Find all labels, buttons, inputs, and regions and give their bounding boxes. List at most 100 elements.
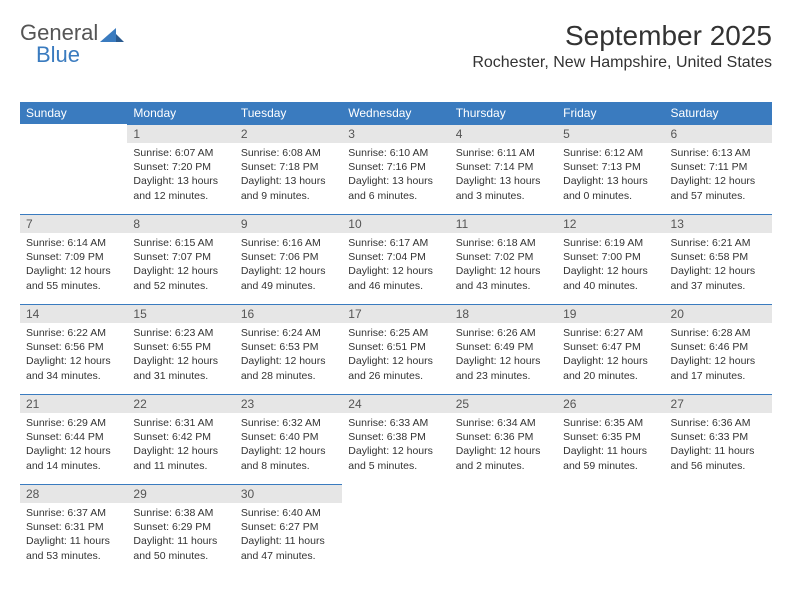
daylight-text: Daylight: 12 hours and 2 minutes. [456, 444, 551, 472]
day-number: 1 [127, 125, 234, 143]
sunset-text: Sunset: 7:02 PM [456, 250, 551, 264]
calendar-cell: 26Sunrise: 6:35 AMSunset: 6:35 PMDayligh… [557, 394, 664, 484]
day-number: 12 [557, 215, 664, 233]
sunrise-text: Sunrise: 6:16 AM [241, 236, 336, 250]
sunset-text: Sunset: 7:04 PM [348, 250, 443, 264]
day-details: Sunrise: 6:07 AMSunset: 7:20 PMDaylight:… [127, 143, 234, 206]
sunset-text: Sunset: 7:06 PM [241, 250, 336, 264]
calendar-cell: 12Sunrise: 6:19 AMSunset: 7:00 PMDayligh… [557, 214, 664, 304]
calendar-header-row: Sunday Monday Tuesday Wednesday Thursday… [20, 102, 772, 124]
sunrise-text: Sunrise: 6:21 AM [671, 236, 766, 250]
calendar-cell: 4Sunrise: 6:11 AMSunset: 7:14 PMDaylight… [450, 124, 557, 214]
calendar-cell: 9Sunrise: 6:16 AMSunset: 7:06 PMDaylight… [235, 214, 342, 304]
daylight-text: Daylight: 13 hours and 6 minutes. [348, 174, 443, 202]
sunset-text: Sunset: 6:46 PM [671, 340, 766, 354]
day-number: 9 [235, 215, 342, 233]
sunrise-text: Sunrise: 6:11 AM [456, 146, 551, 160]
sunrise-text: Sunrise: 6:29 AM [26, 416, 121, 430]
sunrise-text: Sunrise: 6:38 AM [133, 506, 228, 520]
day-header: Saturday [665, 102, 772, 124]
sunset-text: Sunset: 7:09 PM [26, 250, 121, 264]
sunset-text: Sunset: 7:11 PM [671, 160, 766, 174]
sunset-text: Sunset: 7:20 PM [133, 160, 228, 174]
daylight-text: Daylight: 12 hours and 46 minutes. [348, 264, 443, 292]
calendar-cell: 24Sunrise: 6:33 AMSunset: 6:38 PMDayligh… [342, 394, 449, 484]
sunrise-text: Sunrise: 6:27 AM [563, 326, 658, 340]
day-details: Sunrise: 6:38 AMSunset: 6:29 PMDaylight:… [127, 503, 234, 566]
sunset-text: Sunset: 7:00 PM [563, 250, 658, 264]
day-details: Sunrise: 6:19 AMSunset: 7:00 PMDaylight:… [557, 233, 664, 296]
calendar-cell: 3Sunrise: 6:10 AMSunset: 7:16 PMDaylight… [342, 124, 449, 214]
calendar-cell: 30Sunrise: 6:40 AMSunset: 6:27 PMDayligh… [235, 484, 342, 574]
sunset-text: Sunset: 6:29 PM [133, 520, 228, 534]
calendar-cell [450, 484, 557, 574]
calendar-cell: 11Sunrise: 6:18 AMSunset: 7:02 PMDayligh… [450, 214, 557, 304]
day-details: Sunrise: 6:34 AMSunset: 6:36 PMDaylight:… [450, 413, 557, 476]
daylight-text: Daylight: 13 hours and 0 minutes. [563, 174, 658, 202]
day-number: 25 [450, 395, 557, 413]
day-details: Sunrise: 6:29 AMSunset: 6:44 PMDaylight:… [20, 413, 127, 476]
day-details: Sunrise: 6:32 AMSunset: 6:40 PMDaylight:… [235, 413, 342, 476]
calendar-cell: 8Sunrise: 6:15 AMSunset: 7:07 PMDaylight… [127, 214, 234, 304]
day-number: 6 [665, 125, 772, 143]
sunset-text: Sunset: 6:55 PM [133, 340, 228, 354]
sunset-text: Sunset: 6:44 PM [26, 430, 121, 444]
daylight-text: Daylight: 12 hours and 31 minutes. [133, 354, 228, 382]
day-details: Sunrise: 6:12 AMSunset: 7:13 PMDaylight:… [557, 143, 664, 206]
calendar-cell: 23Sunrise: 6:32 AMSunset: 6:40 PMDayligh… [235, 394, 342, 484]
day-number: 29 [127, 485, 234, 503]
day-details: Sunrise: 6:25 AMSunset: 6:51 PMDaylight:… [342, 323, 449, 386]
daylight-text: Daylight: 11 hours and 50 minutes. [133, 534, 228, 562]
day-number: 19 [557, 305, 664, 323]
sunset-text: Sunset: 6:42 PM [133, 430, 228, 444]
calendar-cell: 20Sunrise: 6:28 AMSunset: 6:46 PMDayligh… [665, 304, 772, 394]
calendar-cell: 16Sunrise: 6:24 AMSunset: 6:53 PMDayligh… [235, 304, 342, 394]
sunrise-text: Sunrise: 6:22 AM [26, 326, 121, 340]
sunset-text: Sunset: 7:07 PM [133, 250, 228, 264]
calendar-cell: 7Sunrise: 6:14 AMSunset: 7:09 PMDaylight… [20, 214, 127, 304]
day-details: Sunrise: 6:35 AMSunset: 6:35 PMDaylight:… [557, 413, 664, 476]
daylight-text: Daylight: 12 hours and 26 minutes. [348, 354, 443, 382]
day-details: Sunrise: 6:10 AMSunset: 7:16 PMDaylight:… [342, 143, 449, 206]
sunrise-text: Sunrise: 6:10 AM [348, 146, 443, 160]
sunrise-text: Sunrise: 6:19 AM [563, 236, 658, 250]
daylight-text: Daylight: 11 hours and 53 minutes. [26, 534, 121, 562]
day-details: Sunrise: 6:16 AMSunset: 7:06 PMDaylight:… [235, 233, 342, 296]
day-details: Sunrise: 6:15 AMSunset: 7:07 PMDaylight:… [127, 233, 234, 296]
calendar-cell: 1Sunrise: 6:07 AMSunset: 7:20 PMDaylight… [127, 124, 234, 214]
sunrise-text: Sunrise: 6:17 AM [348, 236, 443, 250]
daylight-text: Daylight: 13 hours and 3 minutes. [456, 174, 551, 202]
day-header: Wednesday [342, 102, 449, 124]
sunrise-text: Sunrise: 6:12 AM [563, 146, 658, 160]
day-details: Sunrise: 6:24 AMSunset: 6:53 PMDaylight:… [235, 323, 342, 386]
day-header: Sunday [20, 102, 127, 124]
sunset-text: Sunset: 6:47 PM [563, 340, 658, 354]
daylight-text: Daylight: 11 hours and 47 minutes. [241, 534, 336, 562]
daylight-text: Daylight: 12 hours and 23 minutes. [456, 354, 551, 382]
day-header: Thursday [450, 102, 557, 124]
sunrise-text: Sunrise: 6:28 AM [671, 326, 766, 340]
sunrise-text: Sunrise: 6:32 AM [241, 416, 336, 430]
day-number: 27 [665, 395, 772, 413]
sunset-text: Sunset: 6:49 PM [456, 340, 551, 354]
day-number: 18 [450, 305, 557, 323]
day-details: Sunrise: 6:18 AMSunset: 7:02 PMDaylight:… [450, 233, 557, 296]
day-details: Sunrise: 6:33 AMSunset: 6:38 PMDaylight:… [342, 413, 449, 476]
calendar-week-row: 7Sunrise: 6:14 AMSunset: 7:09 PMDaylight… [20, 214, 772, 304]
daylight-text: Daylight: 11 hours and 59 minutes. [563, 444, 658, 472]
sunset-text: Sunset: 7:18 PM [241, 160, 336, 174]
sunset-text: Sunset: 7:14 PM [456, 160, 551, 174]
triangle-icon [100, 24, 124, 42]
sunrise-text: Sunrise: 6:26 AM [456, 326, 551, 340]
calendar-table: Sunday Monday Tuesday Wednesday Thursday… [20, 102, 772, 574]
sunrise-text: Sunrise: 6:25 AM [348, 326, 443, 340]
sunrise-text: Sunrise: 6:18 AM [456, 236, 551, 250]
day-number: 2 [235, 125, 342, 143]
sunrise-text: Sunrise: 6:07 AM [133, 146, 228, 160]
day-details: Sunrise: 6:08 AMSunset: 7:18 PMDaylight:… [235, 143, 342, 206]
calendar-cell: 28Sunrise: 6:37 AMSunset: 6:31 PMDayligh… [20, 484, 127, 574]
calendar-cell [342, 484, 449, 574]
calendar-cell: 15Sunrise: 6:23 AMSunset: 6:55 PMDayligh… [127, 304, 234, 394]
sunrise-text: Sunrise: 6:13 AM [671, 146, 766, 160]
day-number: 7 [20, 215, 127, 233]
